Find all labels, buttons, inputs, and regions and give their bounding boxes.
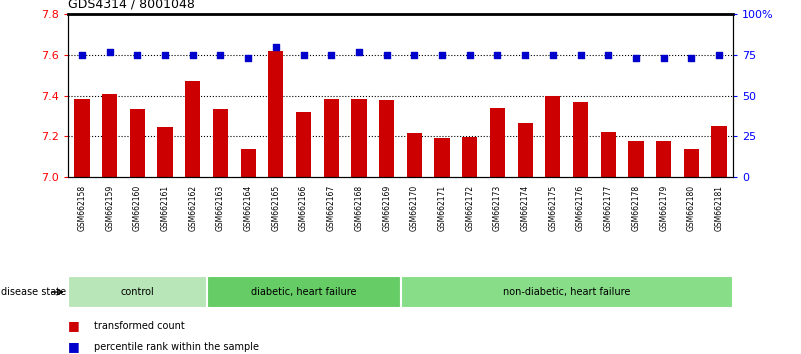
Point — [574, 52, 587, 58]
Point — [463, 52, 476, 58]
Bar — [628, 141, 643, 177]
Text: ■: ■ — [68, 319, 80, 332]
Bar — [545, 96, 561, 177]
Text: GSM662159: GSM662159 — [105, 185, 114, 231]
Text: GSM662180: GSM662180 — [687, 185, 696, 231]
Text: GSM662176: GSM662176 — [576, 185, 585, 231]
Bar — [711, 126, 727, 177]
Point — [352, 49, 365, 55]
Point — [658, 55, 670, 61]
Text: GSM662158: GSM662158 — [78, 185, 87, 231]
Bar — [158, 127, 173, 177]
Point — [380, 52, 393, 58]
Point — [408, 52, 421, 58]
Bar — [656, 141, 671, 177]
Point — [519, 52, 532, 58]
Text: GSM662173: GSM662173 — [493, 185, 502, 231]
Bar — [517, 123, 533, 177]
Bar — [68, 276, 207, 308]
Point — [131, 52, 143, 58]
Bar — [130, 109, 145, 177]
Bar — [490, 108, 505, 177]
Bar — [379, 100, 394, 177]
Bar — [462, 137, 477, 177]
Point — [269, 44, 282, 50]
Bar — [213, 109, 228, 177]
Point — [187, 52, 199, 58]
Text: non-diabetic, heart failure: non-diabetic, heart failure — [503, 287, 630, 297]
Text: GSM662163: GSM662163 — [216, 185, 225, 231]
Point — [436, 52, 449, 58]
Bar — [268, 51, 284, 177]
Text: GSM662167: GSM662167 — [327, 185, 336, 231]
Bar — [324, 99, 339, 177]
Point — [325, 52, 338, 58]
Bar — [352, 99, 367, 177]
Point — [630, 55, 642, 61]
Point — [214, 52, 227, 58]
Text: GSM662178: GSM662178 — [631, 185, 641, 231]
Bar — [400, 276, 733, 308]
Bar — [240, 149, 256, 177]
Text: GSM662161: GSM662161 — [160, 185, 170, 231]
Text: transformed count: transformed count — [94, 321, 184, 331]
Text: GSM662179: GSM662179 — [659, 185, 668, 231]
Bar — [185, 81, 200, 177]
Text: GSM662160: GSM662160 — [133, 185, 142, 231]
Text: ■: ■ — [68, 341, 80, 353]
Bar — [102, 93, 117, 177]
Point — [713, 52, 726, 58]
Bar — [74, 99, 90, 177]
Text: GSM662164: GSM662164 — [244, 185, 252, 231]
Text: GSM662174: GSM662174 — [521, 185, 529, 231]
Text: GSM662172: GSM662172 — [465, 185, 474, 231]
Text: GSM662175: GSM662175 — [549, 185, 557, 231]
Text: diabetic, heart failure: diabetic, heart failure — [251, 287, 356, 297]
Point — [75, 52, 88, 58]
Point — [242, 55, 255, 61]
Bar — [207, 276, 400, 308]
Bar — [407, 133, 422, 177]
Text: disease state: disease state — [1, 287, 66, 297]
Point — [103, 49, 116, 55]
Text: control: control — [120, 287, 155, 297]
Bar — [684, 149, 699, 177]
Text: GSM662166: GSM662166 — [299, 185, 308, 231]
Text: GSM662169: GSM662169 — [382, 185, 391, 231]
Point — [602, 52, 614, 58]
Point — [297, 52, 310, 58]
Text: GSM662168: GSM662168 — [355, 185, 364, 231]
Text: GSM662162: GSM662162 — [188, 185, 197, 231]
Point — [491, 52, 504, 58]
Bar — [601, 132, 616, 177]
Text: GDS4314 / 8001048: GDS4314 / 8001048 — [68, 0, 195, 11]
Bar — [573, 102, 588, 177]
Bar — [434, 138, 449, 177]
Point — [159, 52, 171, 58]
Text: GSM662170: GSM662170 — [410, 185, 419, 231]
Text: GSM662165: GSM662165 — [272, 185, 280, 231]
Text: GSM662177: GSM662177 — [604, 185, 613, 231]
Text: GSM662171: GSM662171 — [437, 185, 446, 231]
Text: percentile rank within the sample: percentile rank within the sample — [94, 342, 259, 352]
Text: GSM662181: GSM662181 — [714, 185, 723, 231]
Point — [685, 55, 698, 61]
Bar — [296, 112, 311, 177]
Point — [546, 52, 559, 58]
